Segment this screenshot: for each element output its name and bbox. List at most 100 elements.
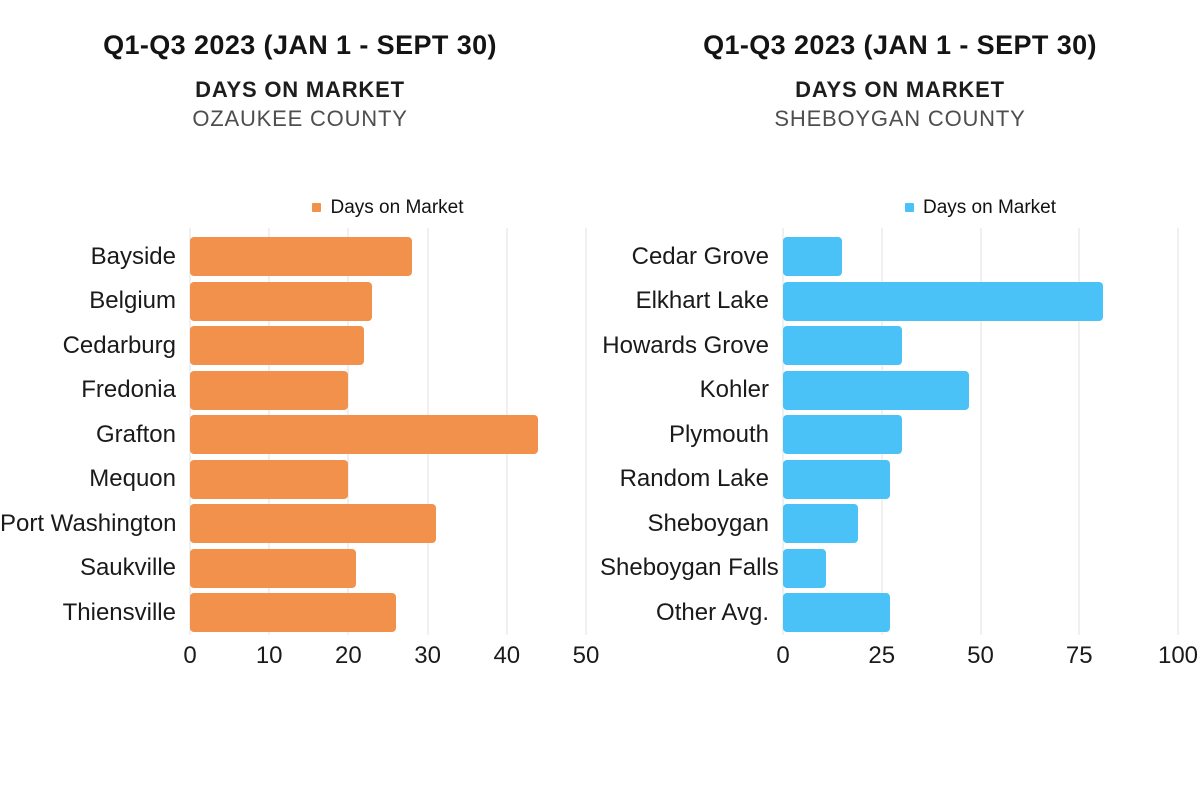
bar-bayside [190, 237, 412, 277]
bar-cedar-grove [783, 237, 843, 277]
gridline-100 [1177, 228, 1179, 635]
category-label: Port Washington [0, 509, 177, 537]
bar-row: Cedar Grove [600, 234, 1178, 279]
category-label: Howards Grove [602, 331, 769, 359]
bar-row: Kohler [600, 368, 1178, 413]
bar-sheboygan [783, 504, 859, 544]
bar-mequon [190, 459, 349, 499]
category-label: Cedarburg [62, 331, 176, 359]
bar-row: Saukville [0, 546, 586, 591]
bar-row: Cedarburg [0, 323, 586, 368]
bar-plymouth [783, 415, 902, 455]
category-label: Bayside [90, 242, 176, 270]
bar-row: Thiensville [0, 590, 586, 635]
bar-row: Grafton [0, 412, 586, 457]
category-label: Fredonia [81, 376, 176, 404]
bar-cedarburg [190, 326, 365, 366]
bar-track [190, 593, 586, 633]
bar-track [783, 548, 1178, 588]
bar-row: Fredonia [0, 368, 586, 413]
chart-subtitle: DAYS ON MARKET [795, 77, 1005, 103]
chart-sheboygan-county: Q1-Q3 2023 (JAN 1 - SEPT 30) DAYS ON MAR… [600, 0, 1200, 785]
bar-track [783, 415, 1178, 455]
bar-track [783, 504, 1178, 544]
bar-row: Bayside [0, 234, 586, 279]
x-axis: 0 25 50 75 100 [776, 635, 1198, 677]
bar-saukville [190, 548, 357, 588]
x-tick-label-10: 10 [255, 641, 283, 669]
plot-area: Cedar Grove Elkhart Lake Howards Grove Kohl… [600, 228, 1200, 677]
bar-fredonia [190, 370, 349, 410]
bar-track [190, 281, 586, 321]
x-tick-label-40: 40 [493, 641, 521, 669]
category-label: Sheboygan Falls [600, 554, 779, 582]
bar-port-washington [190, 504, 436, 544]
bar-rows: Bayside Belgium Cedarburg Fredonia Grafton Me… [0, 228, 587, 635]
bar-track [190, 370, 586, 410]
bar-track [190, 548, 586, 588]
bar-track [190, 415, 586, 455]
bar-track [190, 237, 586, 277]
plot-area: Bayside Belgium Cedarburg Fredonia Grafton Me… [0, 228, 600, 677]
x-tick-label-20: 20 [335, 641, 362, 669]
bar-row: Belgium [0, 279, 586, 324]
bar-thiensville [190, 593, 396, 633]
bar-sheboygan-falls [783, 548, 827, 588]
category-label: Grafton [95, 420, 176, 448]
bar-row: Sheboygan Falls [600, 546, 1178, 591]
x-tick-label-50: 50 [572, 641, 600, 669]
legend-swatch-icon [904, 202, 914, 212]
chart-title: Q1-Q3 2023 (JAN 1 - SEPT 30) [703, 30, 1097, 60]
legend: Days on Market [783, 196, 1178, 218]
bar-row: Port Washington [0, 501, 586, 546]
chart-county-label: OZAUKEE COUNTY [192, 106, 408, 132]
category-label: Cedar Grove [631, 242, 769, 270]
bar-track [783, 281, 1178, 321]
category-label: Sheboygan [647, 509, 769, 537]
category-label: Belgium [89, 287, 176, 315]
category-label: Random Lake [619, 465, 769, 493]
bar-row: Howards Grove [600, 323, 1178, 368]
bar-track [783, 370, 1178, 410]
x-axis: 0 10 20 30 40 50 [183, 635, 599, 677]
bar-row: Mequon [0, 457, 586, 502]
legend-label: Days on Market [330, 196, 464, 218]
bar-grafton [190, 415, 539, 455]
x-tick-label-75: 75 [1065, 641, 1093, 669]
bar-track [190, 504, 586, 544]
chart-ozaukee-county: Q1-Q3 2023 (JAN 1 - SEPT 30) DAYS ON MAR… [0, 30, 600, 677]
legend-label: Days on Market [922, 196, 1057, 218]
bar-track [190, 459, 586, 499]
x-tick-label-100: 100 [1157, 641, 1199, 669]
bar-row: Sheboygan [600, 501, 1178, 546]
category-label: Mequon [89, 465, 176, 493]
category-label: Thiensville [62, 598, 176, 626]
legend-swatch-icon [312, 202, 322, 212]
x-tick-label-0: 0 [183, 641, 197, 669]
x-tick-label-25: 25 [868, 641, 896, 669]
bar-belgium [190, 281, 373, 321]
bar-random-lake [783, 459, 890, 499]
bar-kohler [783, 370, 969, 410]
category-label: Other Avg. [656, 598, 769, 626]
bar-row: Random Lake [600, 457, 1178, 502]
bar-howards-grove [783, 326, 902, 366]
x-tick-label-50: 50 [967, 641, 994, 669]
category-label: Plymouth [668, 420, 769, 448]
bar-track [190, 326, 586, 366]
bar-elkhart-lake [783, 281, 1103, 321]
bar-row: Elkhart Lake [600, 279, 1178, 324]
bar-track [783, 326, 1178, 366]
bar-row: Plymouth [600, 412, 1178, 457]
bar-track [783, 237, 1178, 277]
bar-track [783, 459, 1178, 499]
gridline-50 [585, 228, 587, 635]
bar-row: Other Avg. [600, 590, 1178, 635]
legend: Days on Market [190, 196, 586, 218]
chart-county-label: SHEBOYGAN COUNTY [774, 106, 1026, 132]
category-label: Saukville [79, 554, 176, 582]
x-tick-label-0: 0 [776, 641, 790, 669]
gridline-50 [980, 228, 981, 635]
bar-rows: Cedar Grove Elkhart Lake Howards Grove Kohl… [600, 228, 1179, 635]
